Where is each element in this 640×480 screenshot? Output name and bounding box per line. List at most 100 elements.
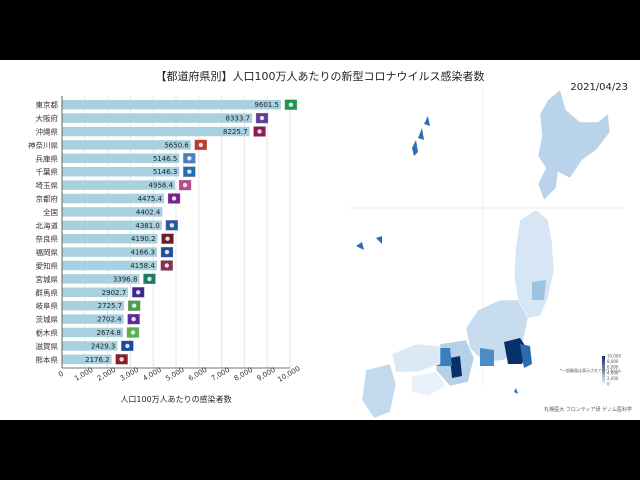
saitama-emblem-icon-mark	[182, 182, 188, 188]
bar	[62, 207, 163, 217]
legend-tick-label: 2,000	[607, 376, 619, 381]
chart-frame: 【都道府県別】人口100万人あたりの新型コロナウイルス感染者数 2021/04/…	[0, 60, 640, 420]
tochigi-flag-icon-mark	[130, 330, 136, 335]
value-label: 2674.8	[96, 329, 121, 337]
value-label: 2702.4	[97, 316, 122, 324]
category-label: 熊本県	[36, 354, 59, 364]
kyoto-flag-icon-mark	[171, 196, 177, 201]
miyagi-flag-icon-mark	[147, 276, 152, 282]
map-region-chiba	[520, 344, 532, 368]
bar	[62, 113, 253, 123]
hyogo-flag-icon-mark	[187, 156, 192, 161]
legend-tick-label: 8,000	[607, 359, 619, 364]
map-region-miyagi	[532, 280, 546, 300]
value-label: 5650.6	[164, 141, 189, 149]
date-label: 2021/04/23	[570, 82, 628, 93]
bar	[62, 287, 129, 298]
map-region-tohoku	[513, 209, 555, 319]
okinawa-flag-icon-mark	[257, 129, 262, 134]
category-label: 奈良県	[36, 234, 59, 244]
value-label: 2176.2	[85, 356, 110, 364]
map-region-chugoku	[391, 343, 441, 373]
category-label: 大阪府	[36, 113, 59, 123]
bar	[62, 140, 191, 150]
x-axis-label: 人口100万人あたりの感染者数	[120, 394, 231, 404]
x-tick-label: 0	[57, 370, 65, 379]
map-region-aichi	[480, 348, 494, 366]
bar	[62, 260, 157, 271]
bar	[62, 220, 162, 231]
fukuoka-flag-icon-mark	[164, 249, 170, 255]
value-label: 5146.3	[153, 168, 178, 176]
map-region-kuril-islands	[412, 116, 430, 156]
bar	[62, 166, 180, 177]
category-label: 岐阜県	[36, 301, 59, 311]
legend-tick-label: 6,000	[607, 365, 619, 370]
bar	[62, 314, 124, 324]
category-label: 兵庫県	[36, 153, 59, 163]
legend-colorbar	[602, 356, 605, 384]
value-label: 3396.8	[113, 275, 138, 283]
bar	[62, 354, 112, 365]
bar	[62, 274, 140, 284]
category-label: 宮城県	[36, 274, 59, 284]
aichi-flag-icon-mark	[164, 263, 170, 268]
value-label: 4381.0	[135, 222, 160, 230]
bar	[62, 126, 250, 137]
map-region-kyushu	[361, 363, 397, 419]
value-label: 5146.5	[153, 155, 178, 163]
category-label: 栃木県	[36, 328, 59, 338]
value-label: 4166.3	[130, 249, 155, 257]
tokyo-emblem-icon-mark	[288, 102, 294, 107]
value-label: 2725.7	[98, 302, 123, 310]
bar	[62, 327, 123, 338]
value-label: 2902.7	[102, 289, 127, 297]
value-label: 4475.4	[138, 195, 163, 203]
category-label: 神奈川県	[28, 140, 58, 150]
gifu-emblem-icon-mark	[131, 303, 137, 308]
value-label: 4958.4	[149, 182, 174, 190]
map-region-osaka	[450, 356, 462, 378]
value-label: 4190.2	[131, 235, 156, 243]
category-label: 滋賀県	[36, 341, 59, 351]
osaka-flag-icon-mark	[259, 115, 265, 121]
chart-title: 【都道府県別】人口100万人あたりの新型コロナウイルス感染者数	[155, 70, 485, 83]
category-label: 埼玉県	[36, 180, 59, 190]
category-label: 沖縄県	[36, 127, 59, 137]
ibaraki-flag-icon-mark	[131, 316, 136, 322]
bar	[62, 247, 157, 257]
value-label: 8225.7	[223, 128, 248, 136]
bar	[62, 300, 125, 311]
bar	[62, 233, 158, 244]
legend-tick-label: 4,000	[607, 370, 619, 375]
category-label: 全国	[43, 207, 58, 217]
bar	[62, 341, 118, 351]
category-label: 福岡県	[36, 248, 59, 257]
kumamoto-flag-icon-mark	[119, 357, 124, 362]
category-label: 千葉県	[36, 167, 59, 177]
category-label: 北海道	[36, 220, 59, 230]
map-region-hokkaido	[537, 89, 611, 201]
value-label: 2429.3	[91, 342, 116, 350]
map-region-okinawa	[356, 236, 382, 250]
bar	[62, 193, 165, 204]
bar	[62, 99, 281, 110]
value-label: 8333.7	[226, 115, 251, 123]
category-label: 京都府	[36, 194, 59, 204]
bar	[62, 180, 176, 190]
kanagawa-emblem-icon-mark	[198, 142, 204, 148]
map-region-izu-islands	[514, 388, 518, 394]
category-label: 東京都	[36, 100, 59, 110]
category-label: 愛知県	[36, 261, 59, 271]
gunma-flag-icon-mark	[135, 290, 141, 295]
legend-tick-label: 0	[607, 382, 610, 387]
credit-text: 札幌医大 フロンティア研 ゲノム医科学	[544, 407, 632, 413]
category-label: 群馬県	[36, 287, 59, 297]
nara-flag-icon-mark	[165, 236, 170, 241]
shiga-flag-icon-mark	[125, 343, 130, 349]
legend-tick-label: 10,000	[607, 354, 621, 359]
hokkaido-flag-icon-mark	[169, 223, 175, 228]
legend-note: *一部離島は表示されておりません	[560, 368, 622, 373]
